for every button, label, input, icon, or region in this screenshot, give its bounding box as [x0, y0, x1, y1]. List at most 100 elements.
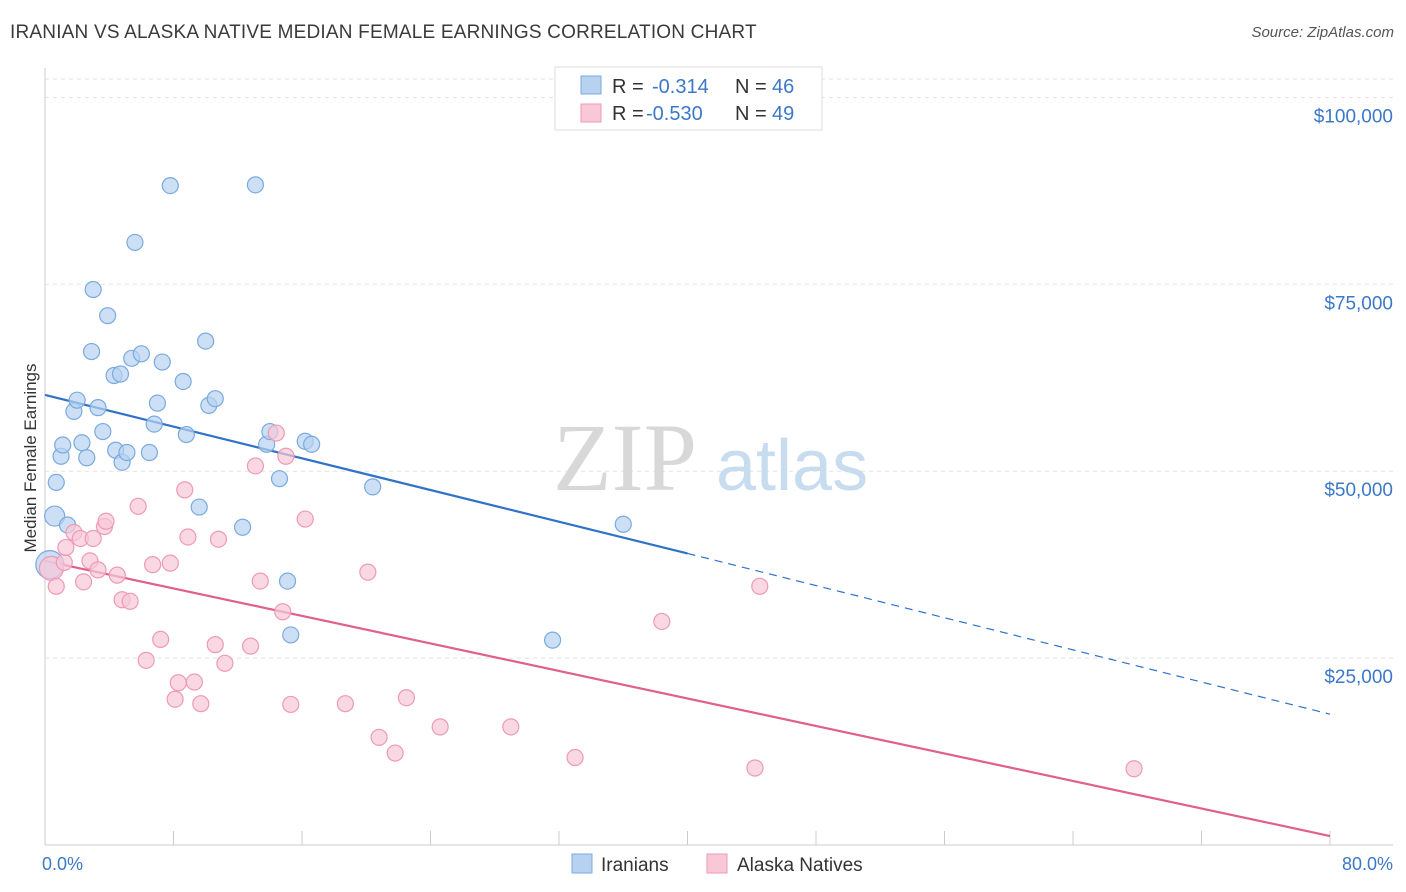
bottom-legend-swatch-alaska-natives: [706, 853, 728, 874]
series-1-point-37: [336, 695, 354, 713]
series-1-point-15: [129, 497, 147, 515]
series-1-point-9: [89, 561, 107, 579]
series-1-point-11: [97, 512, 115, 530]
series-1-point-32: [267, 424, 285, 442]
series-1-point-44: [566, 748, 584, 767]
series-0-trend-extension: [687, 552, 1331, 715]
series-legend: Iranians Alaska Natives: [571, 853, 863, 876]
series-1-point-48: [1125, 760, 1143, 778]
series-0-point-29: [177, 425, 195, 444]
axes: [44, 68, 1393, 846]
series-0-point-14: [99, 307, 117, 325]
series-1-point-23: [179, 528, 197, 546]
series-0-point-21: [126, 233, 144, 252]
series-0-point-19: [118, 443, 136, 462]
series-1-point-14: [121, 592, 139, 610]
series-1-point-29: [242, 637, 260, 655]
series-1-point-33: [274, 603, 292, 621]
chart-title: IRANIAN VS ALASKA NATIVE MEDIAN FEMALE E…: [10, 22, 757, 43]
series-1-trend-line: [44, 559, 1331, 838]
data-points: [35, 176, 1143, 778]
series-1-point-39: [370, 728, 388, 746]
series-1-point-20: [166, 690, 184, 708]
y-axis-label: Median Female Earnings: [21, 364, 40, 553]
series-0-point-10: [82, 342, 101, 361]
series-0-point-24: [145, 415, 163, 433]
y-tick-label-1: $50,000: [1324, 480, 1393, 501]
series-0-point-25: [148, 394, 167, 412]
grid-lines: [45, 78, 1393, 659]
series-1-point-19: [161, 554, 179, 572]
watermark-atlas: atlas: [716, 426, 868, 506]
series-1-point-25: [192, 695, 210, 713]
series-0-point-43: [364, 478, 382, 496]
series-1-point-41: [397, 689, 416, 707]
legend-r-value-alaska-natives: -0.530: [646, 103, 703, 125]
series-0-point-7: [68, 391, 86, 409]
series-1-points: [38, 424, 1143, 778]
bottom-legend-label-alaska-natives: Alaska Natives: [737, 855, 863, 876]
series-0-point-30: [190, 498, 208, 516]
series-0-point-44: [543, 631, 562, 649]
series-0-point-27: [161, 177, 179, 195]
legend-r-label-alaska-natives: R =: [612, 103, 644, 125]
series-1-point-28: [216, 654, 234, 672]
legend-n-label-iranians: N =: [735, 76, 767, 98]
series-0-point-13: [94, 422, 112, 441]
series-1-point-18: [152, 630, 170, 649]
series-1-point-26: [206, 636, 224, 654]
y-tick-label-2: $75,000: [1324, 293, 1393, 314]
series-1-point-46: [746, 759, 764, 777]
series-0-point-39: [278, 572, 297, 590]
series-0-point-34: [233, 518, 252, 536]
series-1-point-34: [277, 447, 295, 465]
series-1-point-35: [282, 695, 300, 714]
series-0-point-1: [44, 505, 66, 527]
series-1-point-24: [185, 673, 203, 691]
series-0-point-28: [174, 372, 192, 391]
series-1-point-3: [57, 538, 75, 557]
series-1-point-17: [144, 556, 162, 574]
watermark-zip: ZIP: [553, 404, 697, 511]
series-1-point-47: [751, 577, 769, 595]
series-1-point-22: [176, 481, 194, 499]
series-1-point-1: [47, 577, 65, 595]
series-0-point-9: [78, 449, 96, 467]
series-1-point-2: [55, 553, 73, 572]
series-1-point-27: [209, 530, 228, 548]
series-0-point-33: [206, 390, 224, 408]
series-1-point-43: [502, 718, 520, 736]
series-0-point-11: [84, 280, 102, 299]
y-tick-label-0: $25,000: [1324, 667, 1393, 688]
series-0-point-17: [111, 365, 130, 383]
y-tick-label-3: $100,000: [1314, 106, 1393, 127]
series-0-point-22: [132, 345, 150, 363]
series-1-point-36: [296, 510, 314, 528]
series-1-point-42: [431, 718, 449, 736]
series-0-point-45: [614, 515, 632, 533]
source-note: Source: ZipAtlas.com: [1251, 24, 1394, 41]
series-1-point-38: [359, 563, 377, 581]
series-0-point-42: [303, 435, 321, 453]
y-tick-labels: $25,000 $50,000 $75,000 $100,000: [1314, 106, 1393, 688]
series-1-point-16: [137, 651, 155, 669]
watermark: ZIP atlas: [553, 404, 868, 511]
series-1-point-30: [246, 457, 265, 475]
legend-swatch-iranians: [580, 75, 602, 95]
series-0-point-23: [140, 443, 159, 462]
series-1-point-6: [74, 573, 93, 591]
legend-r-label-iranians: R =: [612, 76, 644, 98]
series-0-point-12: [89, 399, 107, 417]
legend-n-value-alaska-natives: 49: [772, 103, 794, 125]
series-1-point-12: [108, 566, 126, 584]
series-1-point-31: [251, 572, 269, 590]
series-0-point-8: [73, 434, 91, 452]
series-0-point-31: [197, 332, 215, 350]
legend-swatch-alaska-natives: [580, 103, 602, 123]
x-tick-label-max: 80.0%: [1342, 854, 1393, 874]
series-1-point-45: [653, 612, 671, 631]
series-0-point-40: [282, 626, 300, 644]
series-0-point-26: [153, 353, 171, 371]
bottom-legend-swatch-iranians: [571, 853, 593, 874]
